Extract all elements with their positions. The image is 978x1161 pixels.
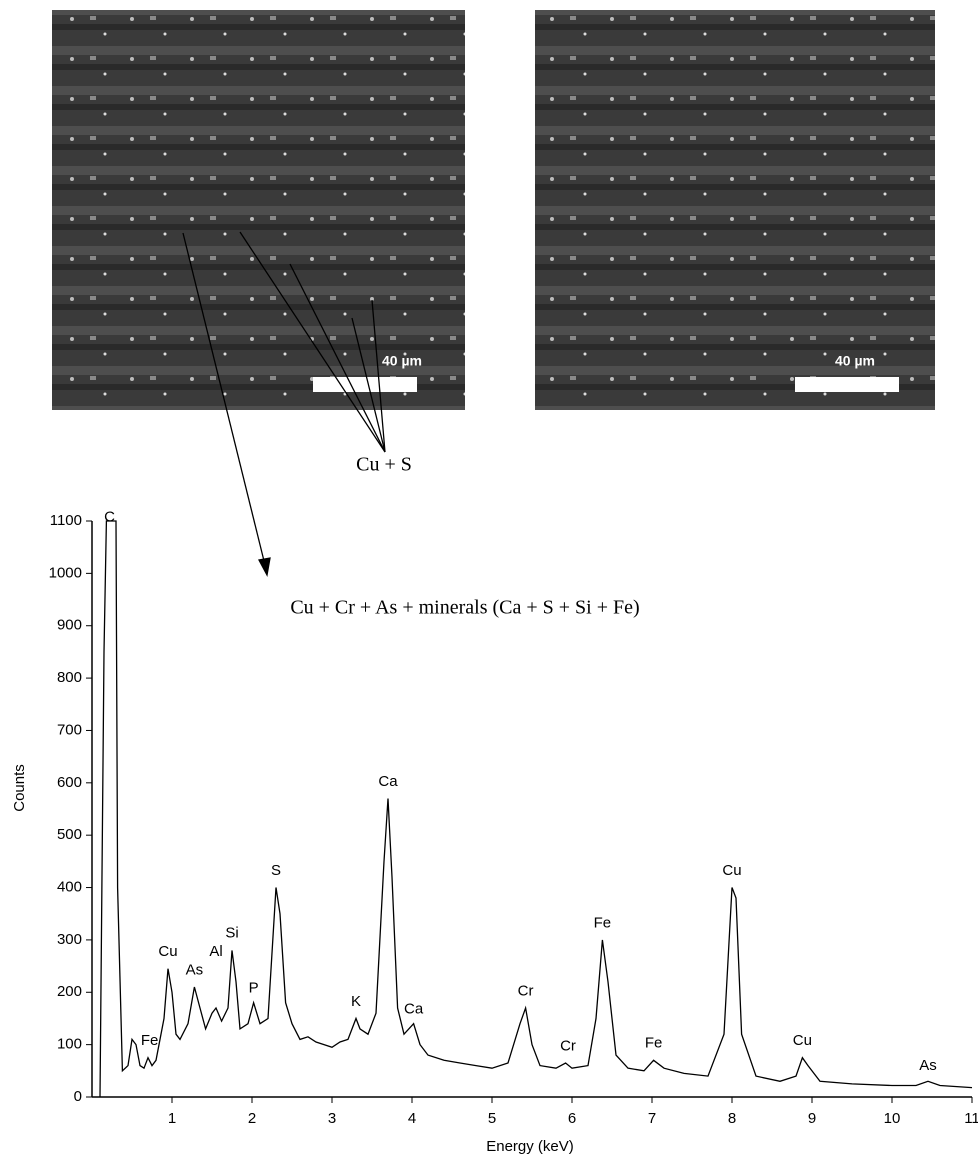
scale-label: 40 µm — [835, 353, 875, 369]
y-tick-label: 100 — [57, 1036, 82, 1053]
peak-label: Al — [209, 943, 222, 960]
peak-label: Fe — [594, 914, 612, 931]
x-tick-label: 10 — [884, 1110, 901, 1127]
x-tick-label: 3 — [328, 1110, 336, 1127]
y-tick-label: 0 — [74, 1088, 82, 1105]
x-axis-label: Energy (keV) — [486, 1138, 574, 1155]
y-tick-label: 200 — [57, 983, 82, 1000]
peak-label: Cr — [560, 1037, 576, 1054]
peak-label: K — [351, 993, 361, 1010]
peak-label: Cu — [793, 1032, 812, 1049]
y-tick-label: 1100 — [50, 512, 82, 529]
peak-label: Ca — [378, 773, 398, 790]
x-tick-label: 7 — [648, 1110, 656, 1127]
x-tick-label: 1 — [168, 1110, 176, 1127]
x-tick-label: 5 — [488, 1110, 496, 1127]
peak-label: Cu — [158, 943, 177, 960]
peak-label: Ca — [404, 1001, 424, 1018]
x-tick-label: 4 — [408, 1110, 416, 1127]
annotation: Cu + S — [356, 454, 412, 476]
peak-label: Fe — [141, 1032, 159, 1049]
y-tick-label: 600 — [57, 774, 82, 791]
sem-image-left: 40 µm — [52, 10, 465, 410]
peak-label: Fe — [645, 1035, 663, 1052]
peak-label: As — [186, 961, 204, 978]
peak-label: S — [271, 862, 281, 879]
y-tick-label: 400 — [57, 879, 82, 896]
spectrum-line — [99, 520, 973, 1098]
x-tick-label: 8 — [728, 1110, 736, 1127]
y-tick-label: 900 — [57, 617, 82, 634]
peak-label: Cu — [722, 862, 741, 879]
x-tick-label: 9 — [808, 1110, 816, 1127]
x-tick-label: 11 — [964, 1110, 978, 1127]
arrows — [182, 231, 386, 577]
peak-label: Si — [225, 925, 238, 942]
y-tick-label: 800 — [57, 669, 82, 686]
peak-label: C — [104, 508, 115, 525]
sem-image-right: 40 µm — [535, 10, 935, 410]
peak-label: As — [919, 1057, 937, 1074]
peak-label: P — [249, 980, 259, 997]
y-tick-label: 500 — [57, 826, 82, 843]
y-tick-label: 300 — [57, 931, 82, 948]
y-tick-label: 700 — [57, 721, 82, 738]
y-tick-label: 1000 — [49, 564, 82, 581]
scale-label: 40 µm — [382, 353, 422, 369]
x-tick-label: 2 — [248, 1110, 256, 1127]
annotation: Cu + Cr + As + minerals (Ca + S + Si + F… — [290, 597, 639, 619]
peak-label: Cr — [518, 982, 534, 999]
x-tick-label: 6 — [568, 1110, 576, 1127]
y-axis-label: Counts — [11, 764, 28, 812]
